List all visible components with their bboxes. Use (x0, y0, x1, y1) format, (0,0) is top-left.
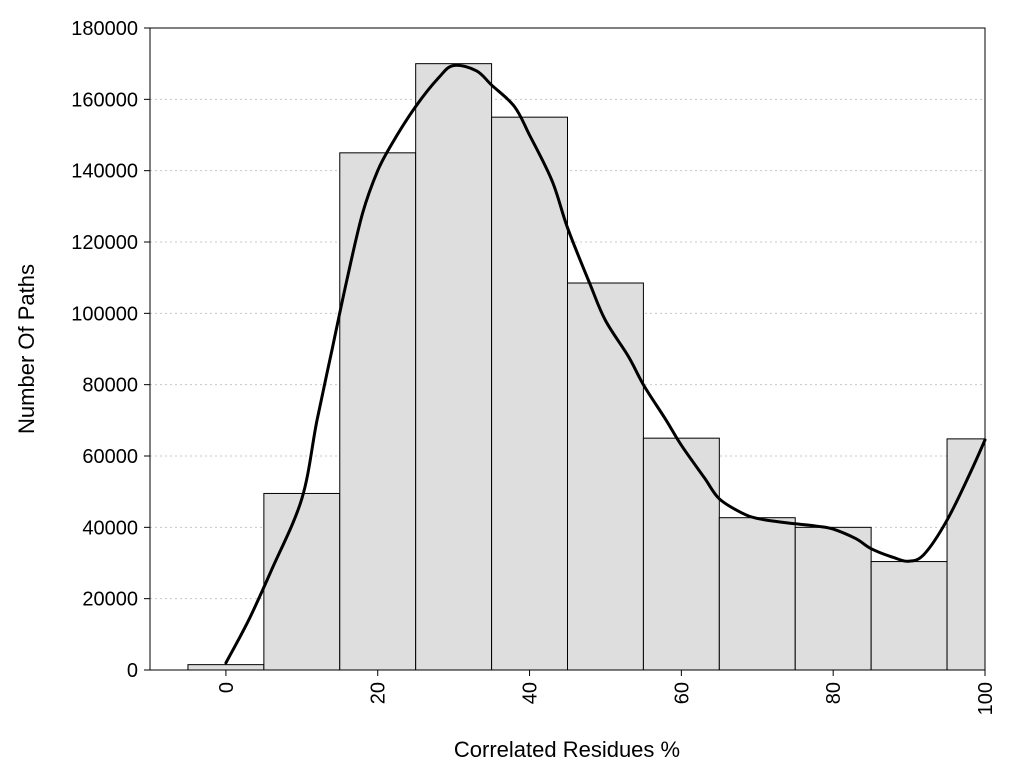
histogram-bar (567, 282, 644, 671)
y-tick-label: 20000 (82, 589, 138, 611)
x-tick-label: 100 (975, 682, 997, 715)
x-tick-label: 40 (520, 682, 542, 704)
density-curve (224, 63, 987, 665)
x-tick-label: 0 (216, 682, 238, 693)
x-tick-label: 20 (368, 682, 390, 704)
y-axis-title: Number Of Paths (14, 264, 39, 434)
y-tick-label: 160000 (71, 89, 138, 111)
y-tick-label: 0 (127, 660, 138, 682)
y-tick-label: 100000 (71, 303, 138, 325)
x-tick-label: 60 (671, 682, 693, 704)
y-tick-label: 40000 (82, 517, 138, 539)
histogram-bar (263, 492, 341, 671)
y-tick-label: 120000 (71, 232, 138, 254)
y-tick-label: 60000 (82, 446, 138, 468)
bars (187, 63, 986, 671)
histogram-bar (187, 664, 265, 671)
histogram-bar (946, 438, 986, 671)
histogram-bar (339, 152, 417, 671)
histogram-bar (642, 437, 720, 671)
plot-frame (149, 27, 986, 671)
y-tick-label: 80000 (82, 375, 138, 397)
histogram-bar (415, 63, 493, 671)
x-tick-label: 80 (823, 682, 845, 704)
x-axis: 0 20 40 60 80 100 (216, 670, 997, 715)
histogram-bar (870, 561, 948, 671)
histogram-bar (794, 526, 872, 671)
histogram-bar (718, 517, 796, 671)
y-tick-label: 140000 (71, 161, 138, 183)
histogram-bar (491, 116, 568, 671)
y-axis: 0 20000 40000 60000 80000 100000 120000 140000 1… (71, 18, 150, 682)
y-tick-label: 180000 (71, 18, 138, 40)
x-axis-title: Correlated Residues % (454, 737, 680, 762)
